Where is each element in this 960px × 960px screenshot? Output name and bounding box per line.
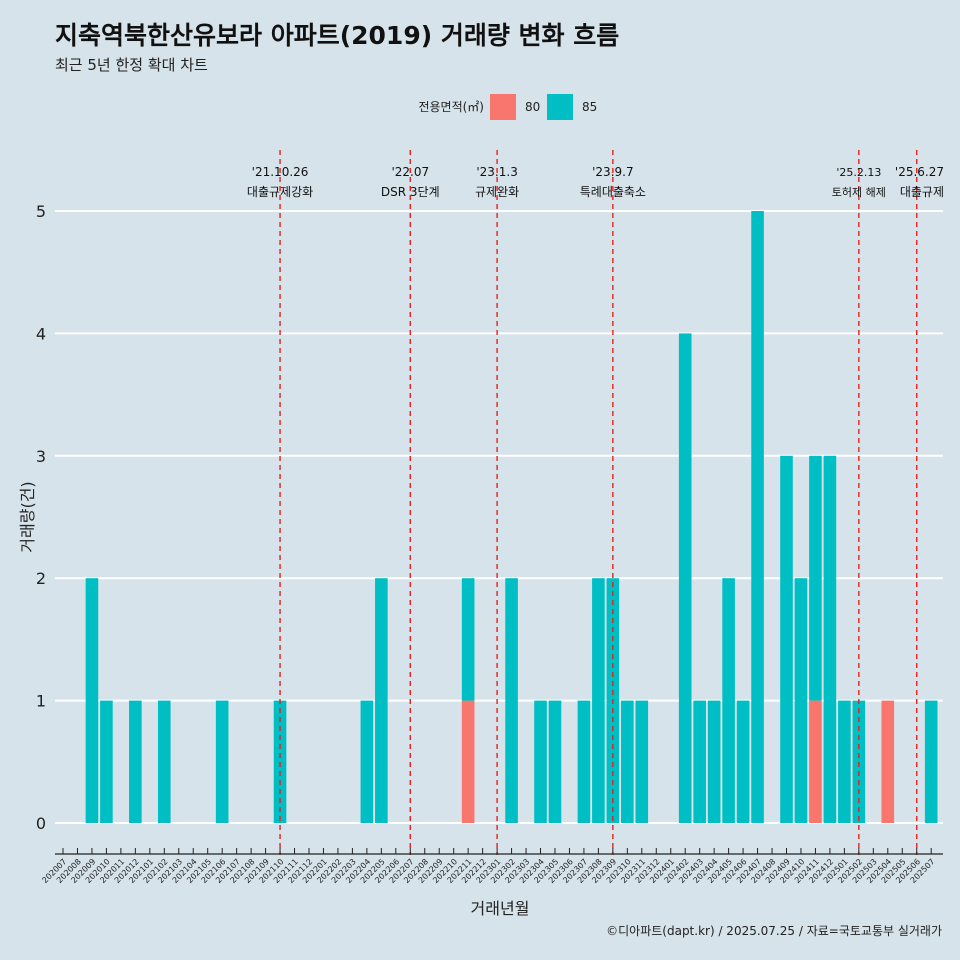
bar-80-202411 xyxy=(809,700,822,823)
bar-85-202402 xyxy=(678,333,692,823)
legend-title: 전용면적(㎡) xyxy=(418,100,484,114)
bar-85-202307 xyxy=(577,700,591,823)
event-date-202502: '25.2.13 xyxy=(836,166,881,179)
bar-85-202310 xyxy=(621,700,634,823)
y-tick-label: 4 xyxy=(36,324,46,343)
legend-swatch-80 xyxy=(490,94,516,120)
bar-85-202410 xyxy=(794,578,808,823)
legend-label-80: 80 xyxy=(525,100,540,114)
bar-85-202404 xyxy=(707,700,721,823)
bars xyxy=(85,211,938,823)
bar-85-202507 xyxy=(924,700,938,823)
event-label-202502: 토허제 해제 xyxy=(832,185,886,199)
y-tick-label: 5 xyxy=(36,202,46,221)
bar-85-202412 xyxy=(823,455,837,823)
bar-85-202110 xyxy=(273,700,287,823)
bar-85-202304 xyxy=(534,700,547,823)
event-date-202301: '23.1.3 xyxy=(476,165,517,179)
bar-85-202405 xyxy=(722,578,735,823)
legend-label-85: 85 xyxy=(582,100,597,114)
bar-85-202012 xyxy=(129,700,142,823)
bar-85-202102 xyxy=(157,700,171,823)
y-axis-title: 거래량(건) xyxy=(18,481,37,552)
event-label-202309: 특례대출축소 xyxy=(580,185,646,199)
bar-85-202311 xyxy=(635,700,649,823)
bar-85-202204 xyxy=(360,700,374,823)
bar-85-202502 xyxy=(852,700,866,823)
y-tick-label: 1 xyxy=(36,692,46,711)
event-date-202207: '22.07 xyxy=(391,165,429,179)
y-axis: 0 1 2 3 4 5 xyxy=(36,202,46,833)
y-tick-label: 0 xyxy=(36,814,46,833)
bar-85-202305 xyxy=(548,700,562,823)
legend: 전용면적(㎡) 80 85 xyxy=(418,94,597,120)
x-axis: 2020072020082020092020102020112020122021… xyxy=(40,848,943,885)
bar-85-202406 xyxy=(736,700,750,823)
bar-85-202009 xyxy=(85,578,99,823)
bar-85-202407 xyxy=(751,211,764,823)
y-tick-label: 2 xyxy=(36,569,46,588)
chart-title: 지축역북한산유보라 아파트(2019) 거래량 변화 흐름 xyxy=(55,21,619,50)
bar-85-202010 xyxy=(100,700,113,823)
event-date-202506: '25.6.27 xyxy=(895,165,944,179)
bar-80-202211 xyxy=(461,700,475,823)
event-label-202110: 대출규제강화 xyxy=(247,185,313,199)
bar-85-202501 xyxy=(838,700,851,823)
bar-85-202205 xyxy=(375,578,388,823)
event-label-202207: DSR 3단계 xyxy=(381,185,440,199)
event-date-202309: '23.9.7 xyxy=(592,165,633,179)
bar-85-202302 xyxy=(505,578,518,823)
legend-swatch-85 xyxy=(547,94,573,120)
x-axis-title: 거래년월 xyxy=(471,899,530,918)
bar-85-202403 xyxy=(693,700,706,823)
bar-85-202106 xyxy=(215,700,229,823)
bar-85-202211 xyxy=(461,578,475,701)
y-tick-label: 3 xyxy=(36,447,46,466)
bar-80-202504 xyxy=(881,700,895,823)
chart-subtitle: 최근 5년 한정 확대 차트 xyxy=(55,56,208,74)
bar-85-202409 xyxy=(780,455,793,823)
event-markers: '21.10.26 대출규제강화 '22.07 DSR 3단계 '23.1.3 규제완화 '… xyxy=(247,150,944,855)
bar-85-202308 xyxy=(592,578,605,823)
bar-85-202411 xyxy=(809,455,822,701)
caption: ©디아파트(dapt.kr) / 2025.07.25 / 자료=국토교통부 실… xyxy=(606,924,942,938)
event-label-202506: 대출규제 xyxy=(900,185,944,199)
event-date-202110: '21.10.26 xyxy=(252,165,309,179)
event-label-202301: 규제완화 xyxy=(475,185,519,199)
